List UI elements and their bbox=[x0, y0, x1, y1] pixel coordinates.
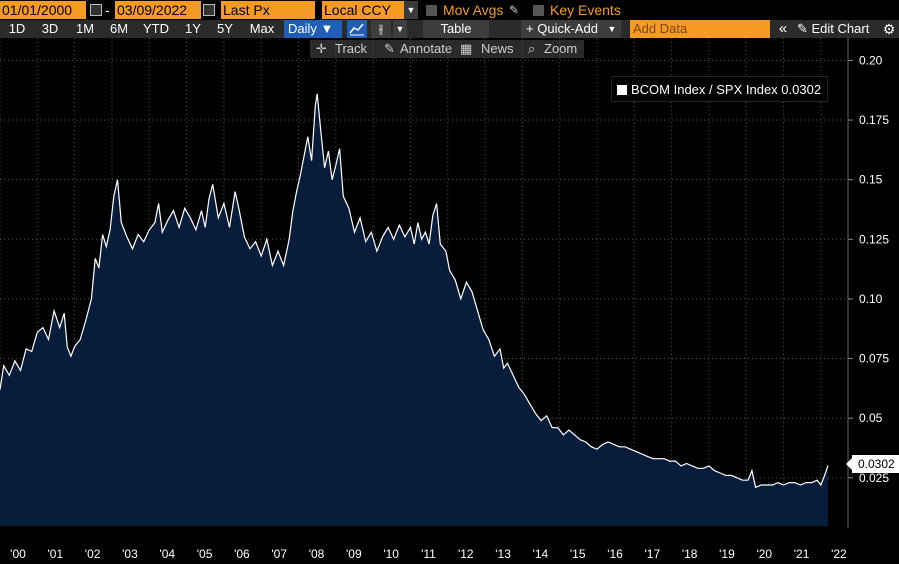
gear-icon[interactable]: ⚙ bbox=[882, 21, 896, 37]
period-3d[interactable]: 3D bbox=[41, 21, 59, 36]
date-separator: - bbox=[105, 2, 110, 18]
quick-add-button[interactable]: + Quick-Add bbox=[521, 20, 603, 38]
x-tick-label: '07 bbox=[271, 547, 287, 561]
series-area bbox=[0, 93, 828, 527]
x-tick-label: '15 bbox=[570, 547, 586, 561]
y-tick-label: 0.15 bbox=[859, 173, 883, 187]
start-date-input[interactable]: 01/01/2000 bbox=[0, 1, 86, 19]
x-tick-label: '10 bbox=[383, 547, 399, 561]
price-chart[interactable]: 0.20 0.175 0.15 0.125 0.10 0.075 0.05 0.025 '00… bbox=[0, 38, 899, 564]
legend[interactable]: BCOM Index / SPX Index 0.0302 bbox=[611, 76, 828, 102]
x-tick-label: '03 bbox=[122, 547, 138, 561]
x-tick-label: '00 bbox=[10, 547, 26, 561]
chart-tools-row: ✛ Track ✎ Annotate ▦ News ⌕ Zoom bbox=[310, 40, 584, 58]
collapse-icon[interactable]: « bbox=[778, 20, 788, 37]
period-ytd[interactable]: YTD bbox=[143, 21, 169, 36]
calendar-icon[interactable] bbox=[90, 4, 102, 16]
chevron-down-icon[interactable]: ▼ bbox=[404, 1, 418, 19]
crosshair-icon: ✛ bbox=[316, 41, 327, 56]
zoom-icon: ⌕ bbox=[528, 41, 536, 56]
y-tick-label: 0.05 bbox=[859, 411, 883, 425]
field-select[interactable]: Last Px bbox=[221, 1, 315, 19]
x-tick-label: '04 bbox=[159, 547, 175, 561]
x-tick-label: '21 bbox=[794, 547, 810, 561]
frequency-select[interactable]: Daily ▼ bbox=[284, 20, 342, 38]
table-button[interactable]: Table bbox=[423, 20, 489, 38]
key-events-label[interactable]: Key Events bbox=[550, 2, 621, 18]
x-tick-label: '20 bbox=[756, 547, 772, 561]
y-tick-label: 0.20 bbox=[859, 53, 883, 67]
annotate-button[interactable]: Annotate bbox=[400, 41, 453, 56]
x-tick-label: '16 bbox=[607, 547, 623, 561]
legend-swatch bbox=[617, 85, 627, 95]
end-date-input[interactable]: 03/09/2022 bbox=[115, 1, 201, 19]
period-1d[interactable]: 1D bbox=[8, 21, 26, 36]
toolbar-row-2: 1D 3D 1M 6M YTD 1Y 5Y Max Daily ▼ ⫲ ▼ Ta… bbox=[0, 20, 899, 38]
x-tick-label: '17 bbox=[645, 547, 661, 561]
edit-chart-button[interactable]: ✎ Edit Chart bbox=[797, 21, 870, 36]
x-tick-label: '05 bbox=[197, 547, 213, 561]
currency-select[interactable]: Local CCY bbox=[322, 1, 404, 19]
gridlines bbox=[0, 38, 846, 526]
x-tick-label: '08 bbox=[309, 547, 325, 561]
y-tick-label: 0.125 bbox=[859, 232, 889, 246]
x-tick-label: '14 bbox=[533, 547, 549, 561]
line-chart-icon[interactable] bbox=[347, 20, 367, 38]
mov-avgs-label[interactable]: Mov Avgs bbox=[443, 2, 504, 18]
x-tick-label: '09 bbox=[346, 547, 362, 561]
x-tick-label: '01 bbox=[47, 547, 63, 561]
x-tick-label: '06 bbox=[234, 547, 250, 561]
chevron-down-icon[interactable]: ▼ bbox=[603, 20, 621, 38]
candlestick-icon[interactable]: ⫲ bbox=[371, 20, 391, 38]
x-axis: '00 '01 '02 '03 '04 '05 '06 '07 '08 '09 '10 '11 '12 '… bbox=[10, 547, 847, 561]
x-tick-label: '19 bbox=[719, 547, 735, 561]
toolbar-row-1: 01/01/2000 - 03/09/2022 Last Px Local CC… bbox=[0, 0, 899, 20]
pencil-icon: ✎ bbox=[384, 41, 395, 56]
chevron-down-icon[interactable]: ▼ bbox=[393, 20, 407, 38]
calendar-icon[interactable] bbox=[203, 4, 215, 16]
pencil-icon[interactable]: ✎ bbox=[509, 3, 520, 17]
x-tick-label: '22 bbox=[831, 547, 847, 561]
y-tick-label: 0.025 bbox=[859, 471, 889, 485]
track-button[interactable]: Track bbox=[335, 41, 368, 56]
y-tick-label: 0.175 bbox=[859, 113, 889, 127]
news-icon: ▦ bbox=[460, 41, 473, 56]
key-events-checkbox[interactable] bbox=[533, 5, 544, 16]
last-value-tag: 0.0302 bbox=[846, 455, 899, 473]
legend-label: BCOM Index / SPX Index 0.0302 bbox=[631, 82, 822, 97]
period-max[interactable]: Max bbox=[249, 21, 275, 36]
news-button[interactable]: News bbox=[481, 41, 514, 56]
x-tick-label: '11 bbox=[421, 547, 436, 561]
period-1m[interactable]: 1M bbox=[75, 21, 95, 36]
period-6m[interactable]: 6M bbox=[109, 21, 129, 36]
y-tick-label: 0.075 bbox=[859, 352, 889, 366]
y-tick-label: 0.10 bbox=[859, 292, 883, 306]
add-data-input[interactable]: Add Data bbox=[630, 20, 770, 38]
zoom-button[interactable]: Zoom bbox=[544, 41, 578, 56]
y-axis: 0.20 0.175 0.15 0.125 0.10 0.075 0.05 0.025 bbox=[848, 53, 889, 485]
mov-avgs-checkbox[interactable] bbox=[426, 5, 437, 16]
x-tick-label: '02 bbox=[85, 547, 101, 561]
x-tick-label: '12 bbox=[458, 547, 474, 561]
period-1y[interactable]: 1Y bbox=[185, 21, 201, 36]
period-5y[interactable]: 5Y bbox=[217, 21, 233, 36]
x-tick-label: '13 bbox=[495, 547, 511, 561]
series-line bbox=[0, 93, 829, 489]
x-tick-label: '18 bbox=[682, 547, 698, 561]
